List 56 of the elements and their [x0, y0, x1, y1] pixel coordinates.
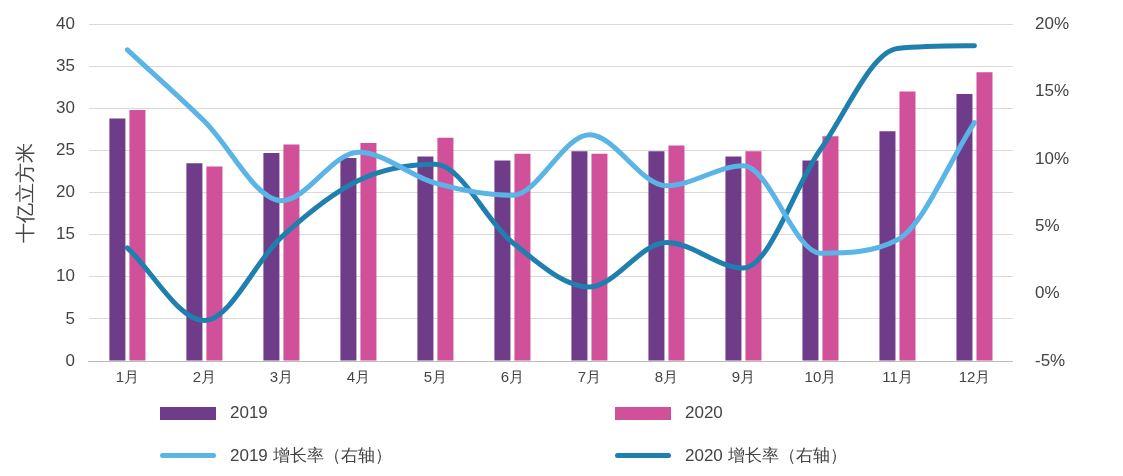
y-tick-label: 0: [65, 350, 75, 370]
bar: [109, 118, 126, 361]
bar: [822, 136, 839, 361]
x-tick-label: 3月: [269, 368, 294, 386]
bar: [494, 160, 511, 361]
y-tick-label: 15: [55, 224, 75, 244]
bar: [976, 72, 993, 361]
bar: [591, 153, 608, 361]
bar: [283, 144, 300, 361]
bar: [263, 153, 280, 361]
y-tick-label: 20: [55, 182, 75, 202]
y2-tick-label: 5%: [1034, 215, 1060, 235]
x-tick-label: 6月: [500, 368, 525, 386]
y-axis-title: 十亿立方米: [13, 142, 36, 243]
bar: [514, 153, 531, 361]
legend-label: 2020: [685, 403, 723, 423]
x-tick-label: 1月: [115, 368, 140, 386]
y-tick-label: 30: [55, 98, 75, 118]
bar: [571, 151, 588, 361]
x-tick-label: 9月: [731, 368, 756, 386]
y-tick-label: 25: [55, 140, 75, 160]
bar: [745, 151, 762, 361]
bar: [340, 158, 357, 361]
bar: [206, 166, 223, 361]
x-tick-label: 5月: [423, 368, 448, 386]
x-tick-label: 8月: [654, 368, 679, 386]
bar: [417, 156, 434, 361]
bar: [899, 91, 916, 361]
bar: [668, 145, 685, 361]
bar: [879, 131, 896, 361]
y2-tick-label: -5%: [1034, 350, 1066, 370]
y-tick-label: 10: [55, 266, 75, 286]
bar: [437, 137, 454, 361]
x-tick-label: 11月: [882, 368, 913, 386]
y2-tick-label: 0%: [1034, 283, 1060, 303]
y2-tick-label: 20%: [1034, 13, 1070, 33]
legend-label: 2020 增长率（右轴）: [685, 444, 847, 467]
bar: [802, 160, 819, 361]
legend-label: 2019: [230, 403, 268, 423]
bar: [129, 110, 146, 361]
y-tick-label: 5: [65, 308, 75, 328]
bar: [725, 156, 742, 361]
legend-label: 2019 增长率（右轴）: [230, 444, 392, 467]
bar: [956, 94, 973, 361]
y2-tick-label: 10%: [1034, 148, 1070, 168]
x-tick-label: 7月: [577, 368, 602, 386]
x-tick-label: 2月: [192, 368, 217, 386]
x-tick-label: 10月: [804, 368, 837, 386]
x-tick-label: 12月: [958, 368, 991, 386]
bar: [360, 142, 377, 361]
bar: [186, 163, 203, 361]
y-tick-label: 35: [55, 55, 75, 75]
x-tick-label: 4月: [346, 368, 371, 386]
y-tick-label: 40: [55, 13, 75, 33]
bar: [648, 151, 665, 361]
y2-tick-label: 15%: [1034, 81, 1070, 101]
